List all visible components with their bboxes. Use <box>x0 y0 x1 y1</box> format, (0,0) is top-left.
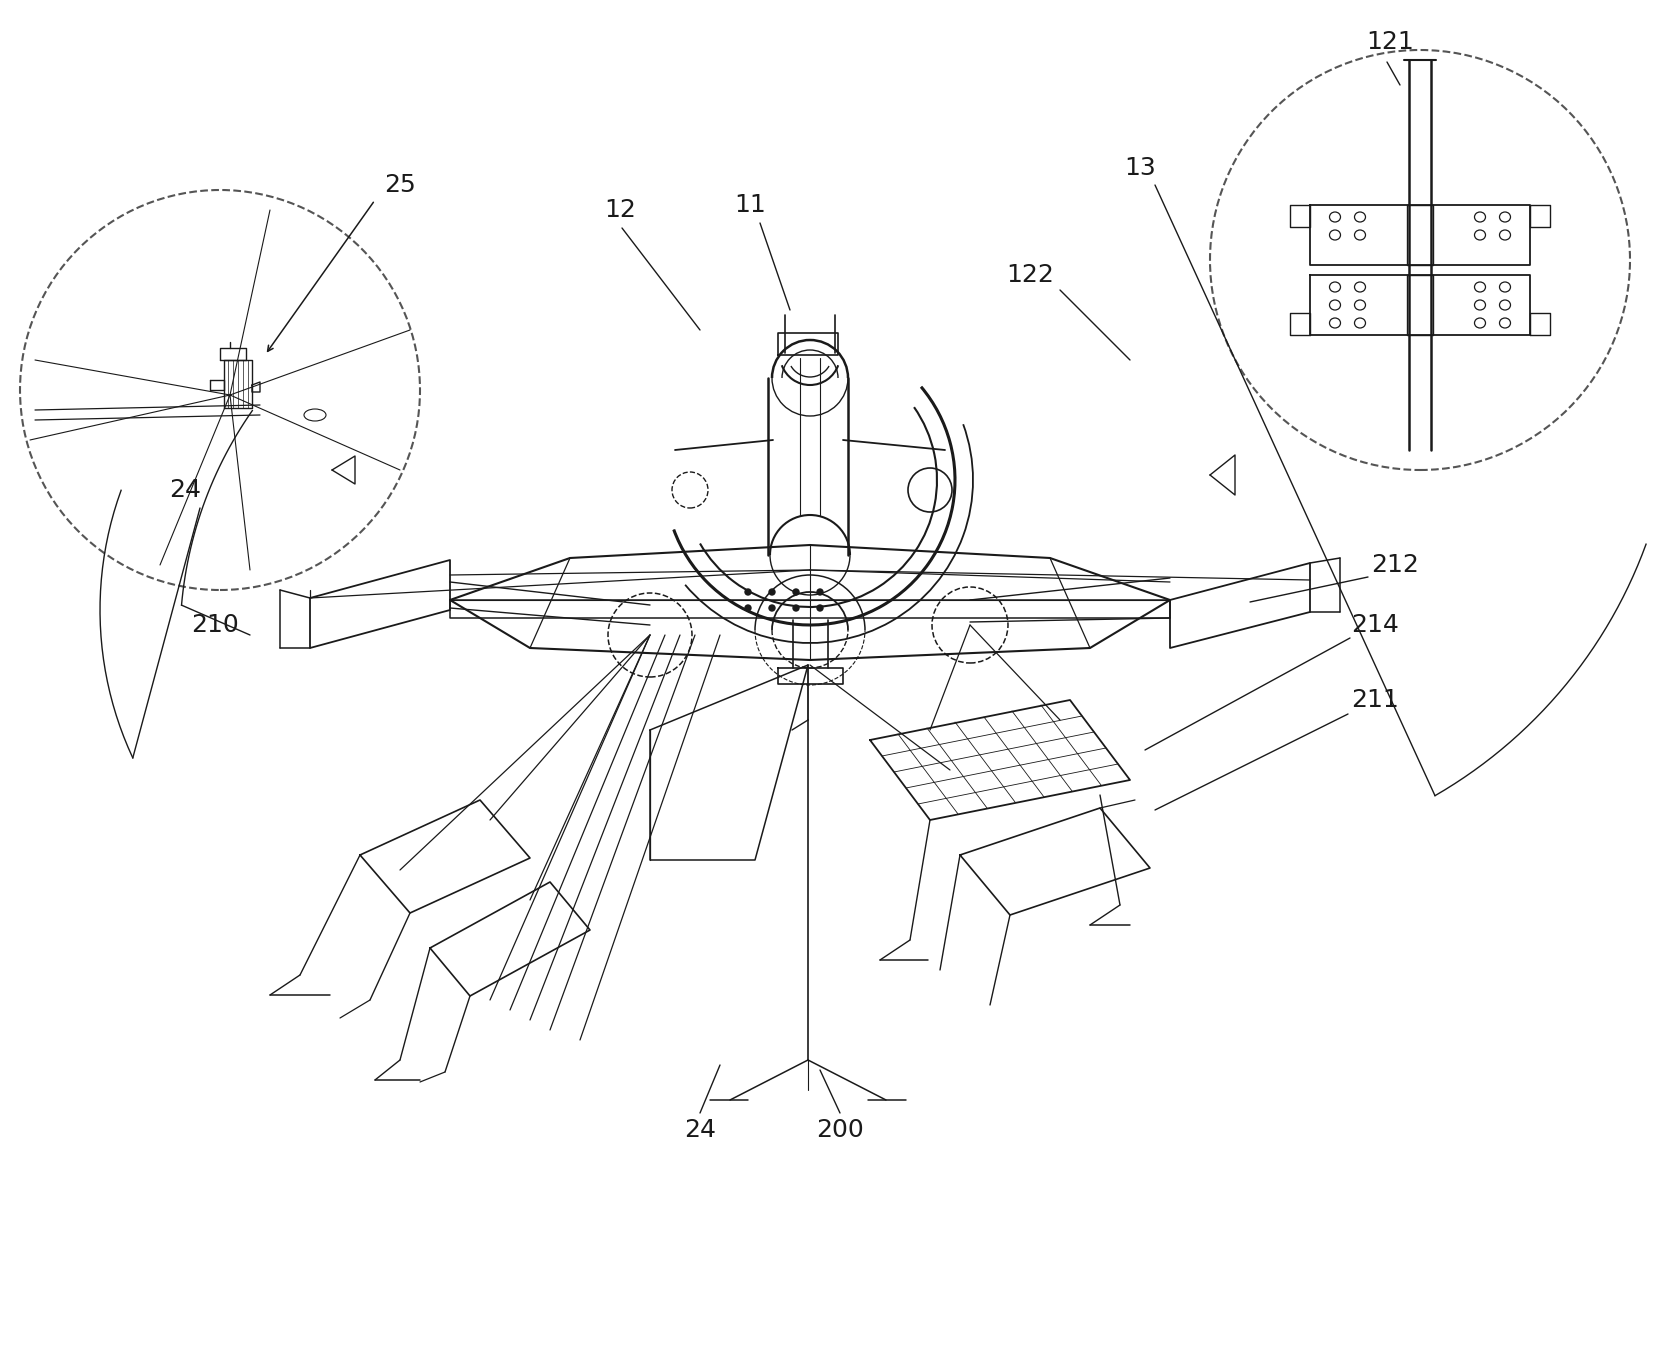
Circle shape <box>746 606 751 611</box>
Circle shape <box>769 589 776 595</box>
Circle shape <box>793 589 799 595</box>
Text: 200: 200 <box>816 1118 864 1142</box>
Text: 24: 24 <box>684 1118 716 1142</box>
Circle shape <box>818 589 823 595</box>
Text: 214: 214 <box>1351 612 1399 637</box>
Text: 122: 122 <box>1007 263 1053 287</box>
Circle shape <box>793 606 799 611</box>
Circle shape <box>818 606 823 611</box>
Text: 210: 210 <box>191 612 239 637</box>
Text: 212: 212 <box>1371 553 1420 577</box>
Circle shape <box>769 606 776 611</box>
Text: 13: 13 <box>1124 156 1155 181</box>
Text: 11: 11 <box>734 193 766 217</box>
Text: 12: 12 <box>604 198 635 221</box>
Text: 24: 24 <box>169 478 201 502</box>
Text: 25: 25 <box>385 172 416 197</box>
Text: 211: 211 <box>1351 689 1399 712</box>
Circle shape <box>746 589 751 595</box>
Text: 121: 121 <box>1366 30 1415 54</box>
